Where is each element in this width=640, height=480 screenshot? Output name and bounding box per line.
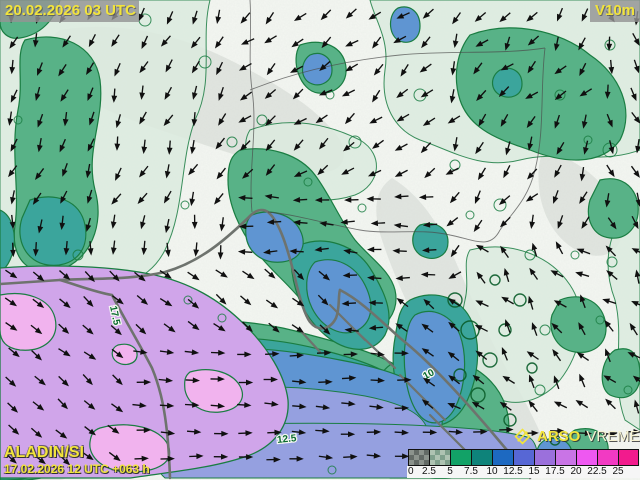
country-borders	[249, 0, 546, 243]
legend-bin-20-22.5	[576, 449, 597, 466]
windspeed-legend: 0 2.5 5 7.5 10 12.5 15 17.5 20 22.5 25	[407, 449, 640, 478]
legend-tick: 22.5	[587, 466, 607, 477]
legend-tick-strip: 0 2.5 5 7.5 10 12.5 15 17.5 20 22.5 25	[407, 466, 640, 478]
legend-bin-10-12.5	[492, 449, 513, 466]
legend-bin-25+	[618, 449, 639, 466]
legend-tick: 5	[447, 466, 453, 477]
legend-tick: 15	[528, 466, 540, 477]
arso-vreme-branding: ARSO VREME	[514, 428, 640, 445]
legend-tick: 25	[612, 466, 624, 477]
contour-squiggles	[13, 13, 633, 475]
legend-tick: 2.5	[422, 466, 436, 477]
diamond-slash-icon	[514, 428, 531, 445]
legend-tick: 10	[486, 466, 498, 477]
valid-time-label: 17.02.2026 12 UTC +063 h	[4, 462, 150, 476]
legend-bin-2.5-5	[429, 449, 450, 466]
agency-label: ARSO	[537, 428, 581, 445]
legend-bin-15-17.5	[534, 449, 555, 466]
legend-bin-12.5-15	[513, 449, 534, 466]
legend-tick: 17.5	[545, 466, 565, 477]
legend-bin-5-7.5	[450, 449, 471, 466]
model-name-label: ALADIN/SI	[4, 444, 84, 461]
field-label: V10m	[589, 0, 640, 22]
product-label: VREME	[586, 428, 640, 445]
legend-bin-22.5-25	[597, 449, 618, 466]
legend-tick: 0	[408, 466, 414, 477]
legend-bin-0-2.5	[408, 449, 429, 466]
legend-bin-17.5-20	[555, 449, 576, 466]
dense-contour-cluster	[447, 274, 561, 446]
run-datetime-label: 20.02.2026 03 UTC	[0, 0, 139, 22]
islands	[298, 303, 467, 452]
legend-bin-7.5-10	[471, 449, 492, 466]
legend-tick: 7.5	[464, 466, 478, 477]
windspeed-fill-violet	[0, 265, 289, 479]
legend-tick: 12.5	[503, 466, 523, 477]
svg-text:12.5: 12.5	[276, 433, 297, 446]
legend-tick: 20	[570, 466, 582, 477]
legend-color-bar	[408, 449, 639, 466]
